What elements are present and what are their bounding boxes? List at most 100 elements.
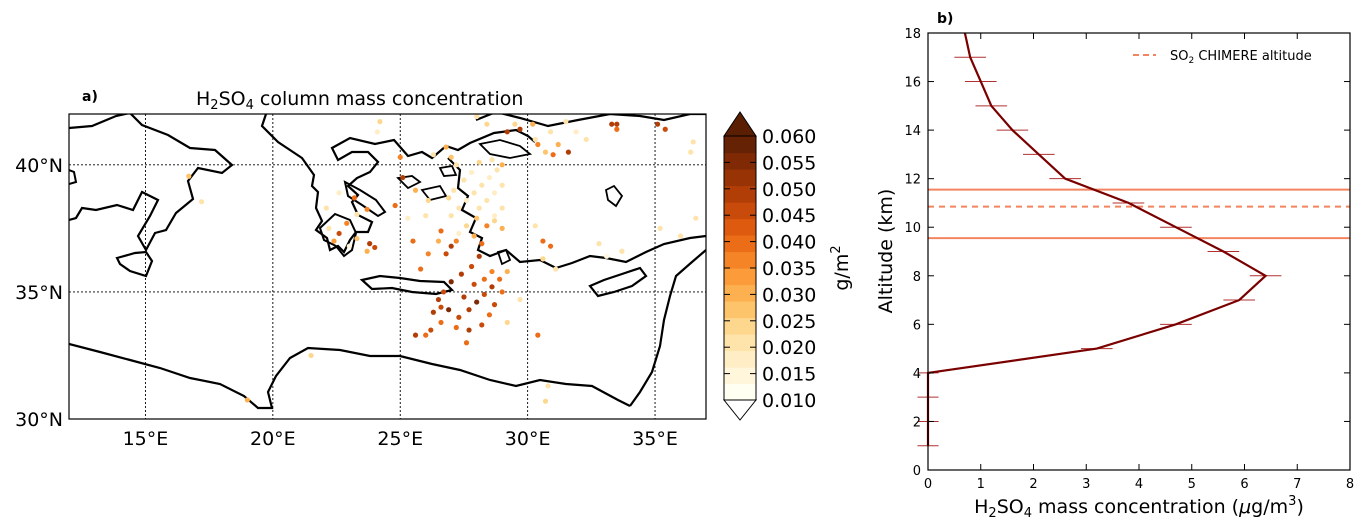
concentration-point xyxy=(481,276,487,282)
concentration-point xyxy=(410,238,416,244)
concentration-point xyxy=(540,256,546,262)
colorbar-step xyxy=(724,202,756,220)
profile-x-tick-label: 3 xyxy=(1082,477,1090,492)
colorbar-step xyxy=(724,268,756,286)
concentration-point xyxy=(545,383,551,389)
concentration-point xyxy=(448,213,454,219)
profile-y-tick-label: 2 xyxy=(913,415,921,430)
profile-x-tick-label: 5 xyxy=(1188,477,1196,492)
concentration-point xyxy=(308,352,314,359)
map-x-tick-label: 20°E xyxy=(250,428,296,450)
concentration-point xyxy=(344,220,350,226)
concentration-point xyxy=(542,398,549,404)
concentration-point xyxy=(323,205,329,211)
concentration-point xyxy=(367,241,373,247)
concentration-point xyxy=(662,126,668,132)
concentration-point xyxy=(372,244,378,251)
concentration-point xyxy=(532,136,538,143)
coast-levant xyxy=(629,249,706,407)
concentration-point xyxy=(499,182,505,188)
concentration-point xyxy=(456,230,462,237)
concentration-point xyxy=(476,159,482,165)
map-x-tick-labels: 15°E 20°E 25°E 30°E 35°E xyxy=(123,428,678,450)
profile-y-axis-label: Altitude (km) xyxy=(875,189,897,314)
map-y-tick-label: 35°N xyxy=(15,282,63,304)
coast-island-1 xyxy=(396,175,422,190)
concentration-point xyxy=(479,241,485,247)
colorbar-label: g/m2 xyxy=(829,245,853,290)
concentration-point xyxy=(400,174,406,181)
concentration-point xyxy=(517,126,523,132)
concentration-point xyxy=(397,154,403,160)
concentration-point xyxy=(364,206,370,212)
colorbar-step xyxy=(724,317,756,335)
colorbar: 0.060 0.055 0.050 0.045 0.040 0.035 0.030 0.025… xyxy=(722,111,853,421)
concentration-point xyxy=(468,169,475,176)
concentration-point xyxy=(565,149,572,155)
colorbar-step xyxy=(724,235,756,253)
profile-x-tick-label: 1 xyxy=(977,477,985,492)
concentration-point xyxy=(609,121,615,127)
concentration-point xyxy=(446,307,452,313)
concentration-point xyxy=(489,284,495,290)
colorbar-steps xyxy=(724,136,756,401)
coast-peloponnese xyxy=(318,212,358,258)
concentration-point xyxy=(392,202,398,209)
concentration-point xyxy=(504,129,510,135)
coast-rhodes xyxy=(496,248,512,266)
coast-north-africa xyxy=(69,342,631,410)
map-y-tick-labels: 40°N 35°N 30°N xyxy=(15,155,63,431)
concentration-point xyxy=(354,211,360,217)
profile-x-ticks: 0 1 2 3 4 5 6 7 8 xyxy=(924,33,1354,492)
concentration-point xyxy=(354,235,360,242)
profile-x-tick-label: 6 xyxy=(1240,477,1248,492)
concentration-point xyxy=(428,327,434,333)
profile-x-tick-label: 7 xyxy=(1293,477,1301,492)
concentration-point xyxy=(532,223,538,229)
coastlines xyxy=(69,114,706,410)
coast-sardinia xyxy=(69,169,78,185)
map-frame xyxy=(68,113,707,420)
colorbar-tick-label: 0.015 xyxy=(762,364,816,386)
concentration-point xyxy=(491,218,498,224)
concentration-point xyxy=(614,121,620,127)
colorbar-tick-label: 0.010 xyxy=(762,390,816,412)
colorbar-tick-label: 0.035 xyxy=(762,258,816,280)
concentration-point xyxy=(443,251,449,257)
profile-y-tick-label: 18 xyxy=(904,27,921,42)
concentration-point xyxy=(244,397,250,403)
profile-y-tick-label: 8 xyxy=(913,270,921,285)
concentration-point xyxy=(438,319,444,326)
concentration-point xyxy=(466,307,472,313)
concentration-point xyxy=(517,296,523,303)
colorbar-step xyxy=(724,251,756,269)
colorbar-step xyxy=(724,301,756,319)
concentration-point xyxy=(497,276,503,282)
colorbar-step xyxy=(724,136,756,154)
concentration-point xyxy=(446,195,452,201)
concentration-point xyxy=(453,324,459,331)
concentration-point xyxy=(468,263,475,270)
colorbar-step xyxy=(724,185,756,203)
concentration-point xyxy=(377,119,383,125)
coast-island-3 xyxy=(438,164,458,177)
concentration-point xyxy=(425,251,431,257)
concentration-point xyxy=(479,182,485,188)
coast-marmara xyxy=(478,139,533,159)
colorbar-tick-labels: 0.060 0.055 0.050 0.045 0.040 0.035 0.030 0.025… xyxy=(724,126,816,412)
concentration-point xyxy=(494,167,500,173)
concentration-point xyxy=(474,299,480,305)
concentration-point xyxy=(448,154,454,160)
concentration-point xyxy=(512,121,518,127)
concentration-point xyxy=(186,173,192,179)
profile-legend: SO2 CHIMERE altitude xyxy=(1133,49,1312,66)
coast-evia xyxy=(343,180,387,218)
concentration-point xyxy=(453,162,459,168)
concentration-point xyxy=(547,129,554,135)
concentration-point xyxy=(491,302,498,308)
concentration-point xyxy=(423,213,429,219)
colorbar-step xyxy=(724,218,756,236)
concentration-point xyxy=(555,141,561,148)
concentration-point xyxy=(443,144,449,150)
